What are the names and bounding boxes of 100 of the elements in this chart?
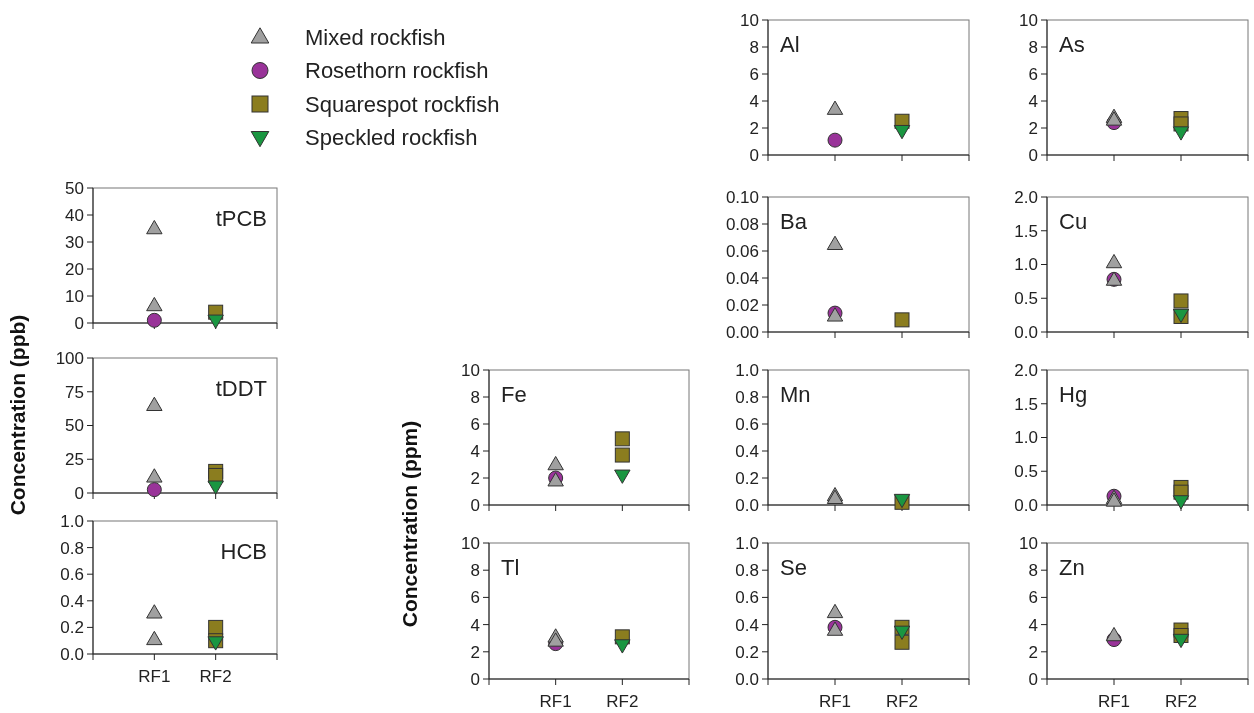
y-tick-label: 2 xyxy=(470,468,480,488)
y-tick-label: 0.8 xyxy=(60,538,84,558)
x-tick-label: RF1 xyxy=(539,692,572,711)
y-tick-label: 8 xyxy=(749,37,759,57)
x-tick-label: RF2 xyxy=(885,692,919,711)
y-tick-label: 2.0 xyxy=(1014,360,1038,380)
y-tick-label: 1.0 xyxy=(1014,428,1038,448)
y-tick-label: 4 xyxy=(470,615,480,635)
text: tDDT xyxy=(215,376,267,401)
y-tick-label: 2.0 xyxy=(1014,187,1038,207)
y-tick-label: 75 xyxy=(65,382,84,402)
y-tick-label: 0 xyxy=(74,313,84,333)
x-tick-label: RF1 xyxy=(818,692,852,711)
y-tick-label: 2 xyxy=(1028,642,1038,662)
y-tick-label: 8 xyxy=(470,387,480,407)
y-tick-label: 0 xyxy=(1028,145,1038,165)
y-tick-label: 0 xyxy=(749,145,759,165)
y-tick-label: 25 xyxy=(65,450,84,470)
y-tick-label: 0.0 xyxy=(60,644,84,664)
y-tick-label: 2 xyxy=(1028,118,1038,138)
y-tick-label: 0.4 xyxy=(60,591,84,611)
text: HCB xyxy=(220,539,267,564)
y-tick-label: 6 xyxy=(1028,64,1038,84)
y-tick-label: 8 xyxy=(1028,561,1038,581)
text: Zn xyxy=(1059,555,1085,580)
y-tick-label: 0.6 xyxy=(60,565,84,585)
y-tick-label: 0.5 xyxy=(1014,462,1038,482)
y-tick-label: 10 xyxy=(461,533,480,553)
x-tick-label: RF2 xyxy=(199,667,232,686)
y-tick-label: 0.0 xyxy=(735,669,759,689)
text: Ba xyxy=(780,209,808,234)
y-tick-label: 1.0 xyxy=(1014,255,1038,275)
y-tick-label: 0.06 xyxy=(725,241,759,261)
y-tick-label: 4 xyxy=(470,441,480,461)
y-tick-label: 6 xyxy=(1028,588,1038,608)
legend-label: Rosethorn rockfish xyxy=(305,58,489,84)
y-tick-label: 0 xyxy=(1028,669,1038,689)
y-tick-label: 4 xyxy=(749,91,759,111)
text: Fe xyxy=(501,382,527,407)
y-tick-label: 6 xyxy=(470,414,480,434)
y-tick-label: 0.2 xyxy=(60,618,84,638)
y-tick-label: 10 xyxy=(1019,10,1038,30)
y-tick-label: 10 xyxy=(1019,533,1038,553)
text: As xyxy=(1059,32,1085,57)
x-tick-label: RF1 xyxy=(1097,692,1131,711)
y-tick-label: 0.0 xyxy=(1014,495,1038,515)
y-tick-label: 100 xyxy=(55,348,84,368)
y-tick-label: 6 xyxy=(470,588,480,608)
y-axis-title: Concentration (ppm) xyxy=(398,420,421,628)
y-tick-label: 20 xyxy=(65,259,84,279)
y-tick-label: 0.6 xyxy=(735,414,759,434)
text: Tl xyxy=(501,555,520,580)
y-tick-label: 0.0 xyxy=(735,495,759,515)
y-tick-label: 2 xyxy=(749,118,759,138)
y-tick-label: 6 xyxy=(749,64,759,84)
y-tick-label: 0.00 xyxy=(725,322,759,342)
text: Mn xyxy=(780,382,811,407)
y-tick-label: 0.2 xyxy=(735,642,759,662)
y-tick-label: 0.8 xyxy=(735,561,759,581)
text: Se xyxy=(780,555,807,580)
y-tick-label: 8 xyxy=(470,561,480,581)
text: tPCB xyxy=(215,206,267,231)
y-tick-label: 0.08 xyxy=(725,214,759,234)
legend-label: Squarespot rockfish xyxy=(305,91,500,117)
legend-label: Speckled rockfish xyxy=(305,125,478,151)
y-tick-label: 50 xyxy=(65,178,84,198)
x-tick-label: RF1 xyxy=(138,667,171,686)
y-tick-label: 10 xyxy=(65,286,84,306)
y-tick-label: 10 xyxy=(461,360,480,380)
x-tick-label: RF2 xyxy=(606,692,639,711)
y-tick-label: 0 xyxy=(470,669,480,689)
y-tick-label: 1.5 xyxy=(1014,221,1038,241)
y-tick-label: 0.8 xyxy=(735,387,759,407)
y-tick-label: 40 xyxy=(65,205,84,225)
y-tick-label: 0.4 xyxy=(735,441,759,461)
y-tick-label: 0.0 xyxy=(1014,322,1038,342)
x-tick-label: RF2 xyxy=(1164,692,1198,711)
text: Cu xyxy=(1059,209,1088,234)
y-tick-label: 0.04 xyxy=(725,268,759,288)
y-tick-label: 0.2 xyxy=(735,468,759,488)
y-tick-label: 0.10 xyxy=(725,187,759,207)
y-axis-title: Concentration (ppb) xyxy=(6,314,29,516)
y-tick-label: 30 xyxy=(65,232,84,252)
legend-label: Mixed rockfish xyxy=(305,24,446,50)
text: Al xyxy=(780,32,800,57)
y-tick-label: 1.0 xyxy=(60,511,84,531)
y-tick-label: 0.4 xyxy=(735,615,759,635)
y-tick-label: 1.5 xyxy=(1014,394,1038,414)
y-tick-label: 2 xyxy=(470,642,480,662)
y-tick-label: 0 xyxy=(74,483,84,503)
y-tick-label: 4 xyxy=(1028,91,1038,111)
y-tick-label: 10 xyxy=(740,10,759,30)
y-tick-label: 4 xyxy=(1028,615,1038,635)
y-tick-label: 1.0 xyxy=(735,360,759,380)
text: Hg xyxy=(1059,382,1088,407)
y-tick-label: 0.02 xyxy=(725,295,759,315)
y-tick-label: 0.5 xyxy=(1014,289,1038,309)
y-tick-label: 50 xyxy=(65,416,84,436)
y-tick-label: 1.0 xyxy=(735,533,759,553)
y-tick-label: 0.6 xyxy=(735,588,759,608)
